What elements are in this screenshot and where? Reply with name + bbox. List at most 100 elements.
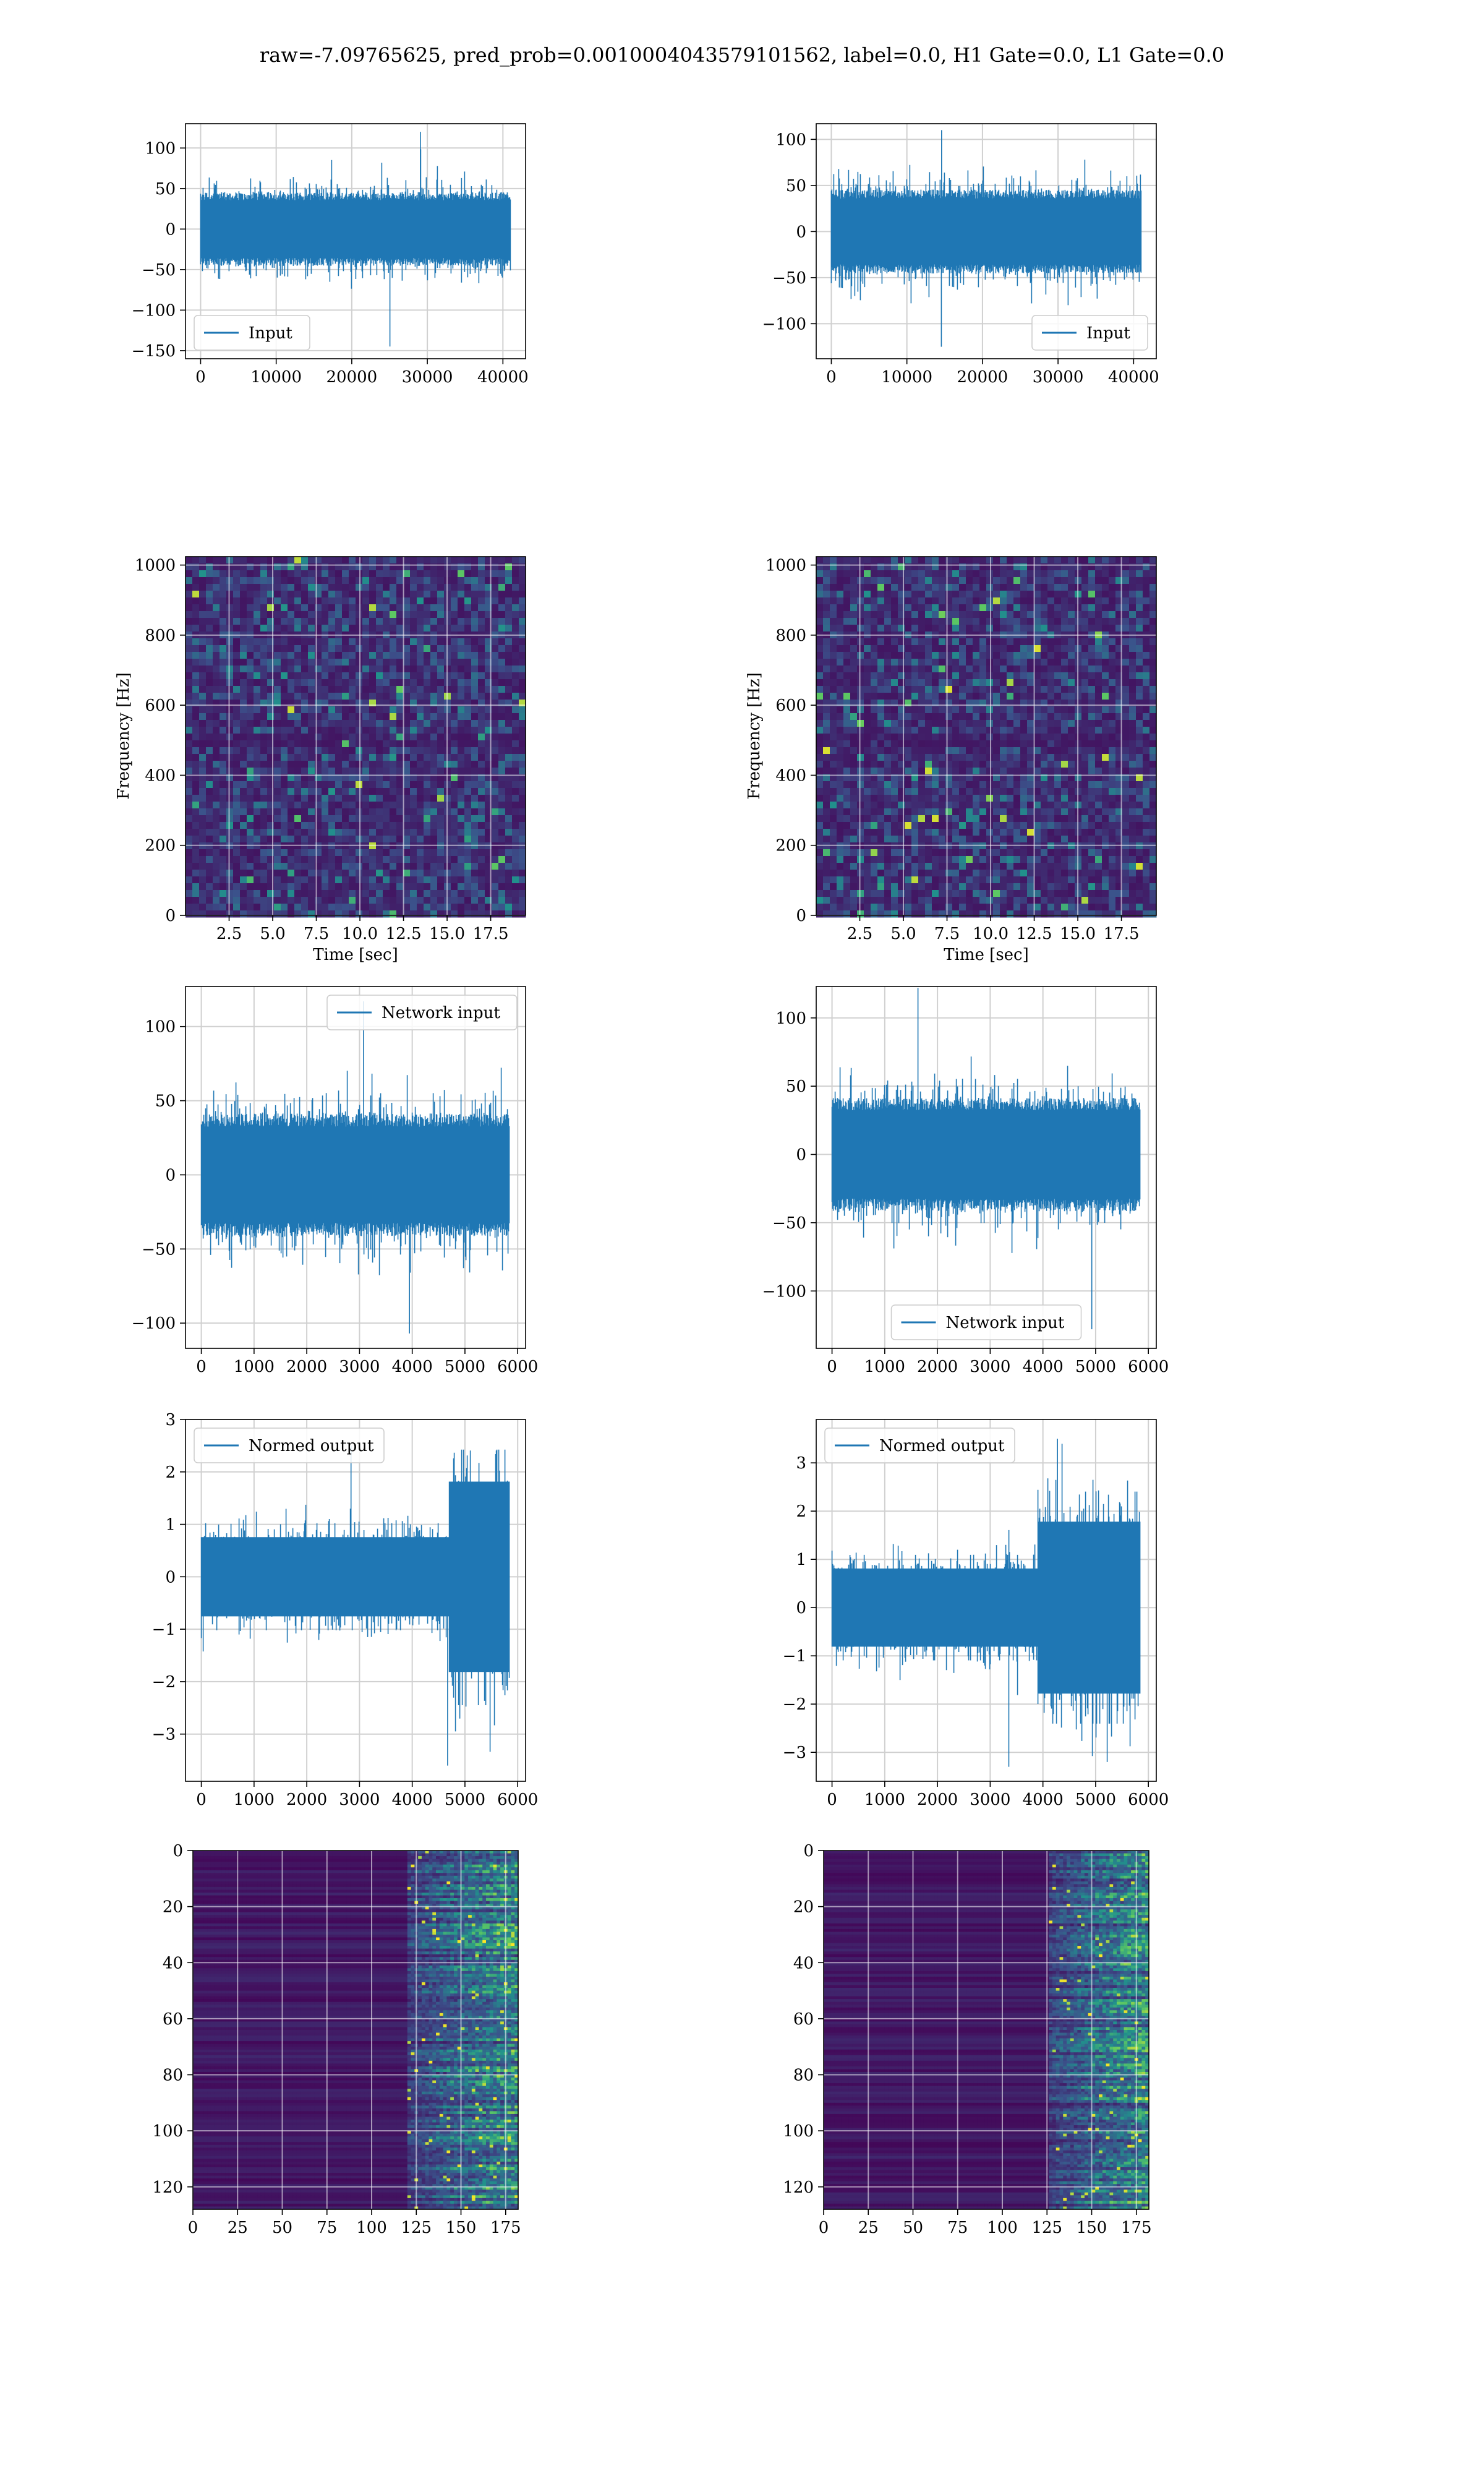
heatmap-cell	[424, 897, 431, 904]
heatmap-cell	[519, 883, 526, 891]
heatmap-cell	[1020, 686, 1028, 693]
heatmap-cell	[911, 802, 919, 809]
heatmap-cell	[959, 754, 966, 761]
heatmap-cell	[1129, 597, 1136, 605]
heatmap-cell	[1013, 706, 1021, 714]
heatmap-cell	[410, 904, 417, 911]
heatmap-cell	[498, 693, 506, 700]
heatmap-cell	[424, 856, 431, 863]
heatmap-cell	[1149, 740, 1157, 748]
heatmap-cell	[335, 611, 343, 618]
heatmap-cell	[226, 768, 234, 775]
heatmap-cell	[864, 713, 871, 721]
heatmap-cell	[322, 876, 329, 884]
heatmap-cell	[288, 652, 295, 659]
heatmap-cell	[911, 781, 919, 789]
heatmap-cell	[1149, 618, 1157, 625]
heatmap-cell	[918, 713, 926, 721]
heatmap-cell	[1136, 570, 1143, 578]
heatmap-cell	[512, 754, 519, 761]
heatmap-cell	[464, 652, 472, 659]
heatmap-cell	[301, 686, 309, 693]
heatmap-cell	[1047, 815, 1055, 823]
heatmap-cell	[206, 679, 213, 687]
heatmap-cell	[986, 720, 994, 727]
heatmap-cell	[1000, 706, 1007, 714]
heatmap-cell	[376, 863, 383, 870]
heatmap-cell	[1122, 557, 1130, 564]
heatmap-cell	[390, 829, 397, 836]
heatmap-cell	[349, 781, 356, 789]
heatmap-cell	[478, 781, 485, 789]
heatmap-cell	[1020, 829, 1028, 836]
heatmap-cell	[918, 591, 926, 598]
heatmap-cell	[492, 645, 499, 653]
heatmap-cell	[492, 652, 499, 659]
heatmap-cell	[206, 781, 213, 789]
heatmap-cell	[979, 652, 987, 659]
heatmap-cell	[437, 727, 445, 734]
heatmap-cell	[199, 672, 207, 680]
heatmap-cell	[1041, 666, 1048, 673]
heatmap-cell	[1088, 611, 1096, 618]
heatmap-cell	[390, 638, 397, 646]
heatmap-cell	[254, 611, 261, 618]
heatmap-cell	[430, 897, 438, 904]
heatmap-cell	[369, 652, 377, 659]
heatmap-cell	[932, 788, 939, 795]
heatmap-cell	[254, 808, 261, 816]
heatmap-cell	[823, 754, 830, 761]
heatmap-cell	[830, 788, 837, 795]
heatmap-cell	[512, 679, 519, 687]
heatmap-cell	[850, 761, 858, 768]
heatmap-cell	[1007, 672, 1014, 680]
heatmap-cell	[979, 720, 987, 727]
heatmap-cell	[301, 842, 309, 850]
heatmap-cell	[226, 727, 234, 734]
heatmap-cell	[301, 883, 309, 891]
heatmap-cell	[1041, 788, 1048, 795]
heatmap-cell	[233, 604, 241, 612]
heatmap-cell	[505, 802, 513, 809]
heatmap-cell	[973, 638, 980, 646]
heatmap-cell	[335, 870, 343, 877]
heatmap-cell	[1102, 795, 1109, 802]
heatmap-cell	[918, 754, 926, 761]
heatmap-cell	[1054, 666, 1062, 673]
heatmap-cell	[816, 693, 824, 700]
heatmap-cell	[254, 870, 261, 877]
heatmap-cell	[322, 781, 329, 789]
heatmap-cell	[186, 604, 193, 612]
heatmap-cell	[1149, 604, 1157, 612]
heatmap-cell	[939, 611, 946, 618]
heatmap-cell	[301, 856, 309, 863]
heatmap-cell	[1034, 604, 1041, 612]
heatmap-cell	[430, 577, 438, 584]
heatmap-cell	[369, 761, 377, 768]
heatmap-cell	[1020, 781, 1028, 789]
heatmap-cell	[492, 829, 499, 836]
heatmap-cell	[1007, 706, 1014, 714]
heatmap-cell	[884, 693, 892, 700]
heatmap-cell	[410, 910, 417, 918]
heatmap-cell	[322, 870, 329, 877]
heatmap-cell	[451, 740, 458, 748]
heatmap-cell	[471, 597, 479, 605]
heatmap-cell	[905, 795, 912, 802]
heatmap-cell	[966, 713, 973, 721]
heatmap-cell	[1061, 802, 1068, 809]
heatmap-cell	[369, 747, 377, 755]
heatmap-cell	[294, 706, 302, 714]
heatmap-cell	[843, 822, 851, 829]
heatmap-cell	[1149, 584, 1157, 591]
heatmap-cell	[512, 720, 519, 727]
heatmap-cell	[424, 768, 431, 775]
heatmap-cell	[417, 747, 424, 755]
heatmap-cell	[471, 876, 479, 884]
heatmap-cell	[274, 754, 281, 761]
heatmap-cell	[843, 842, 851, 850]
heatmap-cell	[362, 720, 370, 727]
heatmap-cell	[437, 720, 445, 727]
heatmap-cell	[403, 645, 411, 653]
heatmap-cell	[1027, 720, 1034, 727]
